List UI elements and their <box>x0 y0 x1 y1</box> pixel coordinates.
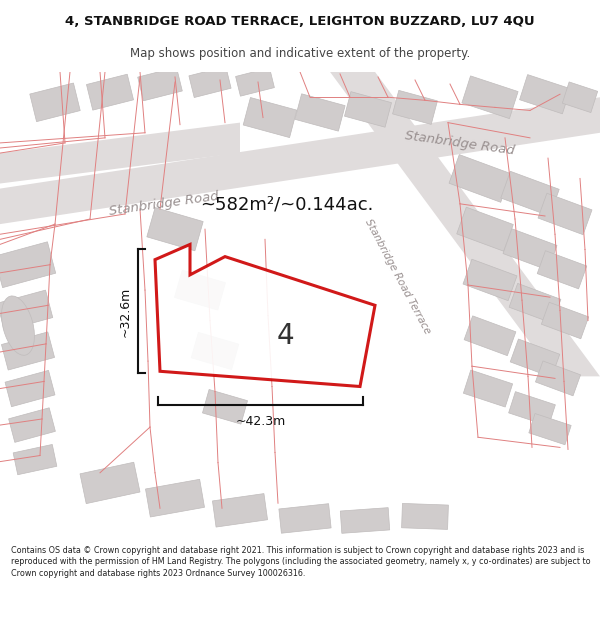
Polygon shape <box>155 244 375 386</box>
Polygon shape <box>243 98 297 138</box>
Polygon shape <box>212 494 268 527</box>
Text: Stanbridge Road: Stanbridge Road <box>404 129 515 157</box>
Polygon shape <box>462 76 518 119</box>
Text: 4: 4 <box>276 322 294 350</box>
Polygon shape <box>537 251 587 289</box>
Text: ~42.3m: ~42.3m <box>235 415 286 428</box>
Polygon shape <box>344 92 392 128</box>
Text: 4, STANBRIDGE ROAD TERRACE, LEIGHTON BUZZARD, LU7 4QU: 4, STANBRIDGE ROAD TERRACE, LEIGHTON BUZ… <box>65 15 535 28</box>
Polygon shape <box>1 332 55 370</box>
Polygon shape <box>80 462 140 504</box>
Polygon shape <box>464 316 516 356</box>
Text: ~32.6m: ~32.6m <box>119 286 132 336</box>
Polygon shape <box>236 68 274 96</box>
Polygon shape <box>279 504 331 533</box>
Polygon shape <box>295 94 345 131</box>
Polygon shape <box>5 371 55 407</box>
Polygon shape <box>189 66 231 98</box>
Polygon shape <box>509 392 556 426</box>
Text: Stanbridge Road Terrace: Stanbridge Road Terrace <box>364 217 433 336</box>
Polygon shape <box>137 68 182 101</box>
Ellipse shape <box>2 296 34 355</box>
Polygon shape <box>0 98 600 224</box>
Polygon shape <box>503 229 557 270</box>
Polygon shape <box>520 74 571 114</box>
Polygon shape <box>0 122 240 184</box>
Polygon shape <box>457 207 513 251</box>
Polygon shape <box>392 91 437 124</box>
Polygon shape <box>529 414 571 445</box>
Polygon shape <box>501 171 559 216</box>
Polygon shape <box>147 208 203 251</box>
Polygon shape <box>535 361 581 396</box>
Polygon shape <box>13 444 57 475</box>
Text: Map shows position and indicative extent of the property.: Map shows position and indicative extent… <box>130 48 470 61</box>
Polygon shape <box>562 82 598 112</box>
Polygon shape <box>330 72 600 376</box>
Polygon shape <box>202 389 248 424</box>
Text: Stanbridge Road: Stanbridge Road <box>108 189 220 218</box>
Polygon shape <box>463 370 512 407</box>
Polygon shape <box>510 339 560 377</box>
Polygon shape <box>541 302 589 339</box>
Text: Contains OS data © Crown copyright and database right 2021. This information is : Contains OS data © Crown copyright and d… <box>11 546 590 578</box>
Polygon shape <box>8 408 55 442</box>
Polygon shape <box>191 332 239 369</box>
Polygon shape <box>0 242 56 288</box>
Polygon shape <box>449 154 511 202</box>
Polygon shape <box>175 270 226 310</box>
Polygon shape <box>86 74 134 110</box>
Polygon shape <box>401 503 448 529</box>
Polygon shape <box>509 283 561 323</box>
Polygon shape <box>145 479 205 517</box>
Polygon shape <box>340 508 390 533</box>
Polygon shape <box>30 83 80 122</box>
Polygon shape <box>538 193 592 235</box>
Polygon shape <box>0 290 53 331</box>
Text: ~582m²/~0.144ac.: ~582m²/~0.144ac. <box>200 196 373 214</box>
Polygon shape <box>463 259 517 301</box>
